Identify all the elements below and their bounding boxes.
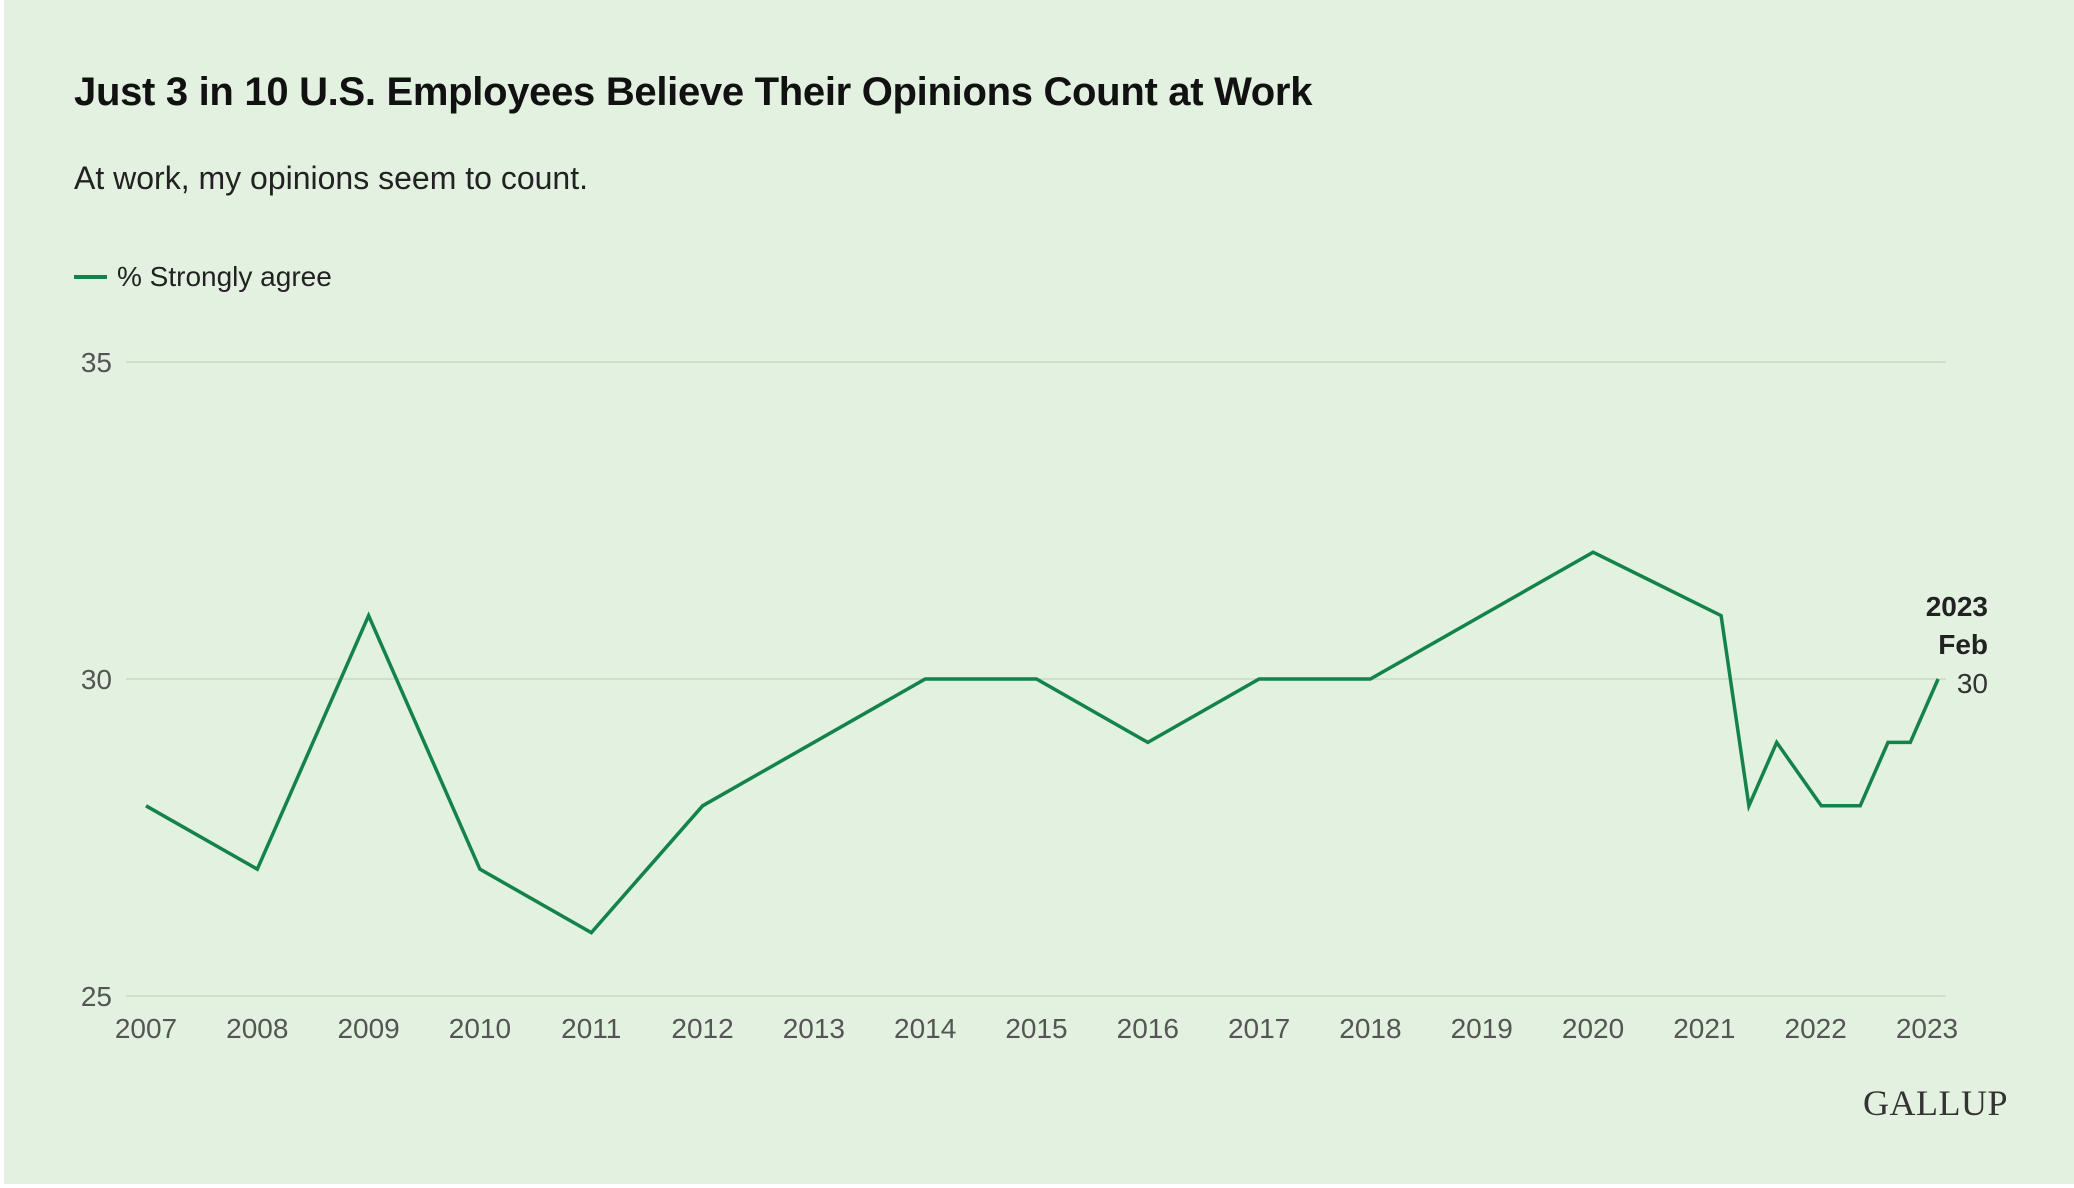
- annotation-period: Feb: [1938, 629, 1988, 660]
- x-tick-label: 2020: [1562, 1013, 1624, 1044]
- x-tick-label: 2014: [894, 1013, 956, 1044]
- x-tick-label: 2018: [1339, 1013, 1401, 1044]
- chart-card: Just 3 in 10 U.S. Employees Believe Thei…: [4, 0, 2074, 1184]
- x-tick-label: 2023: [1896, 1013, 1958, 1044]
- y-tick-label: 30: [81, 664, 112, 695]
- gallup-logo: GALLUP: [1863, 1083, 2008, 1123]
- legend-label: % Strongly agree: [117, 261, 332, 292]
- legend-swatch: [74, 275, 107, 279]
- x-tick-label: 2011: [561, 1013, 621, 1044]
- y-tick-label: 25: [81, 981, 112, 1012]
- x-tick-label: 2017: [1228, 1013, 1290, 1044]
- x-tick-label: 2009: [337, 1013, 399, 1044]
- annotation-value: 30: [1957, 668, 1988, 699]
- x-tick-label: 2016: [1117, 1013, 1179, 1044]
- x-tick-label: 2010: [449, 1013, 511, 1044]
- x-tick-label: 2013: [783, 1013, 845, 1044]
- chart-title: Just 3 in 10 U.S. Employees Believe Thei…: [74, 70, 1313, 114]
- x-tick-label: 2015: [1005, 1013, 1067, 1044]
- series-line: [145, 550, 1940, 935]
- chart-subtitle: At work, my opinions seem to count.: [74, 160, 588, 196]
- x-tick-label: 2008: [226, 1013, 288, 1044]
- y-tick-label: 35: [81, 347, 112, 378]
- x-tick-label: 2019: [1451, 1013, 1513, 1044]
- x-tick-label: 2021: [1673, 1013, 1735, 1044]
- legend: % Strongly agree: [74, 261, 332, 292]
- x-tick-label: 2007: [115, 1013, 177, 1044]
- annotation-year: 2023: [1926, 591, 1988, 622]
- x-tick-label: 2022: [1785, 1013, 1847, 1044]
- x-tick-label: 2012: [671, 1013, 733, 1044]
